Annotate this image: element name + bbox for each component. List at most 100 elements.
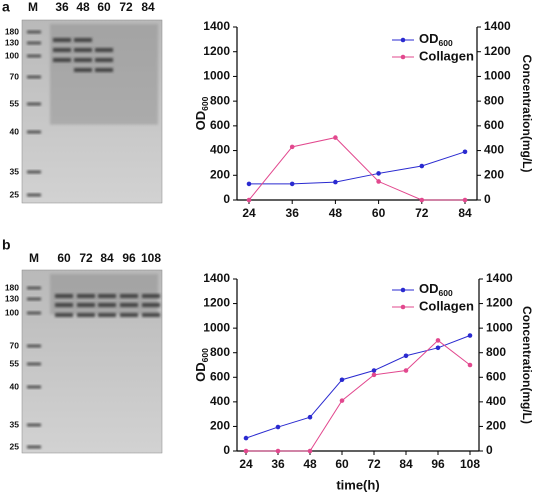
data-point [371, 368, 377, 373]
ladder-band [27, 344, 41, 348]
data-point [419, 163, 425, 169]
legend-label: Collagen [419, 48, 474, 63]
ladder-band [27, 54, 41, 58]
x-tick-label: 60 [335, 457, 349, 471]
gel-band [74, 58, 92, 62]
lane-label: 72 [119, 0, 133, 14]
gel-band [53, 58, 71, 62]
x-axis-label: time(h) [336, 477, 379, 492]
x-tick-label: 60 [372, 206, 386, 220]
data-point [376, 179, 381, 184]
y2-tick-label: 0 [484, 192, 491, 206]
y2-tick-label: 800 [486, 345, 506, 359]
marker-label: 180 [5, 282, 19, 292]
lane-label: M [28, 0, 38, 14]
y2-tick-label: 1200 [484, 44, 511, 58]
gel-band [55, 313, 73, 317]
y-tick-label: 600 [210, 369, 230, 383]
marker-label: 70 [10, 71, 20, 81]
gel-band [120, 313, 138, 317]
marker-label: 25 [10, 441, 20, 451]
ladder-band [27, 311, 41, 315]
y2-tick-label: 400 [484, 143, 504, 157]
y-tick-label: 200 [210, 167, 230, 181]
gel-band [74, 68, 92, 72]
data-point [243, 435, 249, 441]
y2-tick-label: 1400 [484, 19, 511, 33]
legend-label: OD600 [419, 31, 453, 48]
y2-tick-label: 1000 [486, 320, 513, 334]
data-point [275, 424, 281, 430]
x-tick-label: 84 [399, 457, 413, 471]
ladder-band [27, 102, 41, 106]
lane-label: 72 [79, 251, 93, 265]
y-axis-label: OD600 [193, 96, 210, 130]
y2-tick-label: 200 [484, 167, 504, 181]
gel-band [95, 68, 113, 72]
gel-band [142, 303, 160, 307]
y-tick-label: 1200 [203, 296, 230, 310]
data-point [275, 448, 281, 454]
gel-band [98, 294, 116, 298]
marker-label: 25 [10, 189, 20, 199]
lane-label: 108 [141, 251, 161, 265]
gel-band [98, 313, 116, 317]
data-point [307, 448, 313, 454]
y-tick-label: 1000 [203, 69, 230, 83]
data-point [376, 171, 381, 176]
gel-band [77, 294, 95, 298]
x-tick-label: 72 [415, 206, 429, 220]
y2-tick-label: 800 [484, 93, 504, 107]
ladder-band [27, 30, 41, 34]
y-tick-label: 0 [223, 192, 230, 206]
data-point [339, 398, 345, 403]
lane-label: 60 [57, 251, 71, 265]
data-point [333, 135, 338, 140]
gel-band [74, 48, 92, 52]
legend-marker [400, 304, 406, 310]
marker-label: 130 [5, 293, 19, 303]
data-point [307, 414, 313, 420]
gel-band [77, 303, 95, 307]
y2-tick-label: 1400 [486, 271, 513, 285]
gel-band [55, 294, 73, 298]
y2-tick-label: 0 [486, 443, 493, 457]
lane-label: 60 [97, 0, 111, 14]
x-tick-label: 48 [329, 206, 343, 220]
gel-band [142, 313, 160, 317]
data-point [243, 448, 249, 454]
panel-letter: b [2, 237, 11, 253]
data-point [462, 149, 468, 155]
data-point [371, 372, 377, 378]
marker-label: 130 [5, 37, 19, 47]
y2-tick-label: 1200 [486, 296, 513, 310]
y-tick-label: 1400 [203, 271, 230, 285]
lane-label: 96 [122, 251, 136, 265]
legend-label: Collagen [419, 298, 474, 313]
ladder-band [27, 41, 41, 45]
y-tick-label: 400 [210, 394, 230, 408]
y-tick-label: 200 [210, 419, 230, 433]
y2-axis-label: Concentration(mg/L) [520, 306, 534, 424]
data-point [467, 362, 473, 368]
y-tick-label: 1200 [203, 44, 230, 58]
ladder-band [27, 362, 41, 366]
marker-label: 70 [10, 340, 20, 350]
series-line [248, 137, 465, 201]
y2-tick-label: 600 [486, 369, 506, 383]
y-tick-label: 1000 [203, 320, 230, 334]
marker-label: 55 [10, 98, 20, 108]
data-point [403, 353, 409, 359]
gel-band [142, 294, 160, 298]
data-point [289, 181, 295, 187]
series-line [245, 335, 471, 439]
data-point [403, 368, 409, 373]
x-tick-label: 36 [286, 206, 300, 220]
gel-band [55, 303, 73, 307]
marker-label: 40 [10, 126, 20, 136]
data-point [246, 181, 252, 187]
y-tick-label: 1400 [203, 19, 230, 33]
marker-label: 100 [5, 50, 19, 60]
legend-marker [400, 287, 406, 293]
